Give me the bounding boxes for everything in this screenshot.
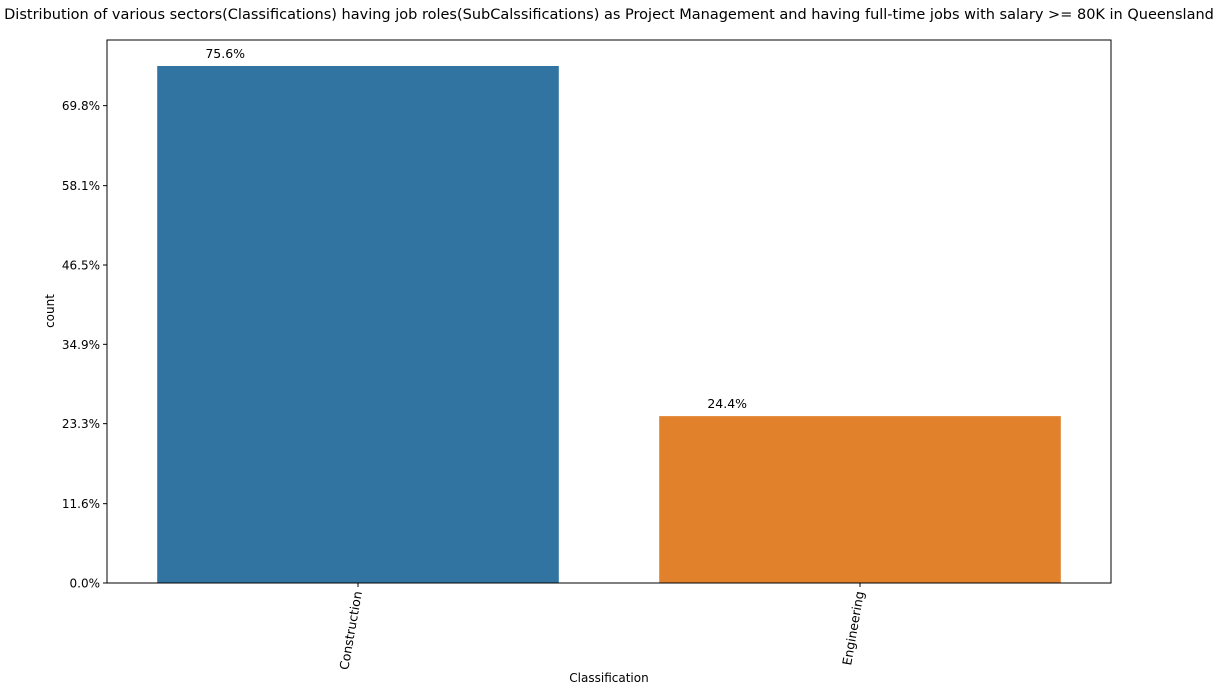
value-label-construction: 75.6% <box>205 46 245 61</box>
bar-construction <box>157 65 559 583</box>
plot-frame <box>106 39 1112 584</box>
value-label-engineering: 24.4% <box>707 396 747 411</box>
y-tick-label: 69.8% <box>62 99 100 113</box>
y-tick-label: 34.9% <box>62 338 100 352</box>
value-labels-group: 75.6% 24.4% <box>205 46 747 411</box>
x-tick-label-engineering: Engineering <box>839 590 867 666</box>
y-tick-label: 58.1% <box>62 179 100 193</box>
bar-engineering <box>659 416 1061 583</box>
y-axis-label: count <box>43 294 57 328</box>
y-tick-label: 23.3% <box>62 417 100 431</box>
x-tick-label-construction: Construction <box>336 590 365 671</box>
x-axis-label: Classification <box>569 671 648 685</box>
y-tick-label: 0.0% <box>70 577 101 591</box>
x-axis: Construction Engineering <box>336 583 867 671</box>
y-tick-label: 46.5% <box>62 258 100 272</box>
y-axis: 0.0% 11.6% 23.3% 34.9% 46.5% 58.1% 69.8% <box>62 99 107 591</box>
bars-group <box>157 65 1061 583</box>
chart-title: Distribution of various sectors(Classifi… <box>4 7 1214 23</box>
y-tick-label: 11.6% <box>62 497 100 511</box>
